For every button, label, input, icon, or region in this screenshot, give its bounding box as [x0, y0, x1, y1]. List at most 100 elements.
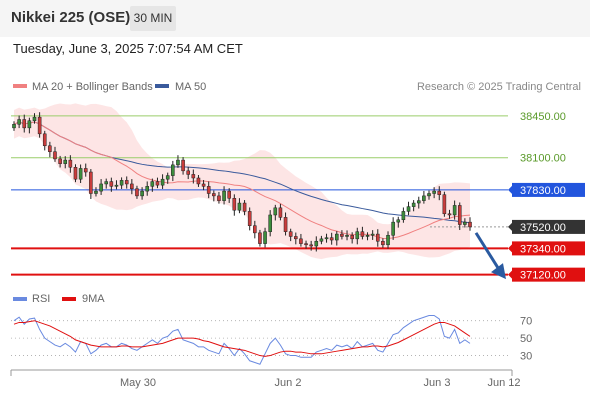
- candle-body: [232, 198, 237, 211]
- candle-body: [411, 202, 416, 207]
- candle-body: [42, 133, 47, 147]
- candle-body: [365, 235, 370, 237]
- level-box-37120.00: [512, 267, 585, 282]
- candle-body: [268, 214, 272, 232]
- candle-body: [406, 206, 411, 212]
- chart-header: Nikkei 225 (OSE) 30 MIN: [0, 0, 590, 37]
- candle-body: [391, 221, 395, 236]
- candle-body: [12, 124, 16, 129]
- candle-body: [334, 233, 339, 241]
- ma20-legend-swatch: [13, 84, 27, 88]
- forecast-arrow-shaft: [474, 232, 502, 272]
- candle-body: [324, 237, 329, 240]
- x-tick-label: Jun 2: [275, 377, 302, 389]
- rsi-tick-label: 50: [520, 333, 532, 345]
- candle-body: [319, 238, 324, 242]
- timestamp: Tuesday, June 3, 2025 7:07:54 AM CET: [13, 41, 243, 56]
- candle-body: [263, 231, 267, 244]
- candle-body: [58, 158, 62, 164]
- candle-body: [135, 188, 139, 197]
- candle-body: [109, 181, 114, 187]
- candle-body: [48, 145, 52, 152]
- candle-body: [206, 186, 211, 194]
- level-box-37830.00: [512, 182, 585, 197]
- candle-body: [360, 231, 365, 237]
- x-tick-label: May 30: [120, 377, 156, 389]
- candle-body: [165, 175, 170, 180]
- candle-body: [457, 205, 462, 225]
- candle-body: [442, 194, 447, 215]
- candle-body: [288, 231, 293, 237]
- candle-body: [381, 240, 385, 246]
- ma20-legend-label: MA 20 + Bollinger Bands: [32, 81, 153, 93]
- candle-body: [278, 207, 283, 218]
- rsi-legend-label: RSI: [32, 293, 50, 305]
- candle-body: [212, 193, 216, 197]
- candle-body: [99, 183, 103, 192]
- price-panel: 38450.00 38100.00 37830.00 37520.00 37340.00…: [11, 103, 585, 282]
- candle-body: [463, 221, 467, 225]
- rsi-tick-label: 30: [520, 351, 532, 363]
- time-axis: May 30 Jun 2 Jun 3 Jun 12: [10, 369, 521, 389]
- candle-body: [119, 180, 124, 186]
- ma9-legend-label: 9MA: [82, 293, 105, 305]
- candle-body: [130, 183, 134, 189]
- candle-body: [273, 207, 278, 216]
- level-label: 37830.00: [520, 185, 566, 197]
- candle-body: [340, 233, 344, 237]
- bollinger-band: [14, 103, 470, 260]
- level-box-37520.00: [512, 219, 585, 234]
- level-label: 37340.00: [520, 243, 566, 255]
- candle-body: [124, 180, 129, 185]
- x-tick-label: Jun 3: [424, 377, 451, 389]
- candle-body: [73, 166, 78, 180]
- candle-body: [309, 244, 313, 247]
- ma20-line: [13, 121, 471, 240]
- candle-body: [196, 177, 201, 185]
- candle-body: [94, 190, 98, 194]
- rsi-ma-line: [13, 320, 471, 357]
- candle-body: [437, 190, 442, 195]
- candle-body: [83, 168, 88, 173]
- candle-body: [68, 159, 73, 168]
- candle-body: [314, 240, 319, 247]
- candle-body: [160, 178, 165, 186]
- candle-body: [253, 225, 257, 234]
- level-label: 38450.00: [520, 111, 566, 123]
- candle-body: [329, 237, 334, 241]
- ma9-legend-swatch: [62, 297, 76, 301]
- x-tick-label: Jun 12: [487, 377, 520, 389]
- candle-body: [150, 181, 155, 187]
- candle-body: [355, 231, 360, 240]
- instrument-title: Nikkei 225 (OSE): [11, 9, 131, 26]
- level-box-37340.00: [512, 241, 585, 256]
- candle-body: [422, 195, 426, 201]
- candle-body: [222, 190, 226, 201]
- candle-body: [155, 181, 160, 186]
- candle-body: [186, 170, 190, 175]
- candle-body: [201, 183, 206, 187]
- candle-body: [283, 217, 288, 232]
- rsi-panel: 70 50 30: [11, 314, 532, 365]
- candle-body: [140, 190, 144, 197]
- candle-body: [17, 119, 21, 125]
- forecast-arrow-head: [491, 263, 506, 280]
- candle-body: [294, 236, 298, 240]
- rsi-line: [13, 314, 471, 365]
- candle-body: [299, 238, 303, 244]
- candle-body: [227, 190, 231, 199]
- candle-body: [386, 235, 390, 246]
- candle-body: [452, 205, 457, 216]
- interval-button[interactable]: 30 MIN: [130, 6, 176, 31]
- level-pointer: [508, 184, 513, 195]
- candle-body: [22, 119, 27, 129]
- level-pointer: [508, 221, 513, 232]
- candle-body: [27, 120, 32, 129]
- candle-body: [217, 195, 221, 201]
- level-pointer: [508, 243, 513, 254]
- rsi-legend-swatch: [13, 297, 27, 301]
- candle-body: [304, 243, 308, 246]
- ma50-legend-swatch: [155, 84, 169, 88]
- candle-body: [104, 181, 109, 185]
